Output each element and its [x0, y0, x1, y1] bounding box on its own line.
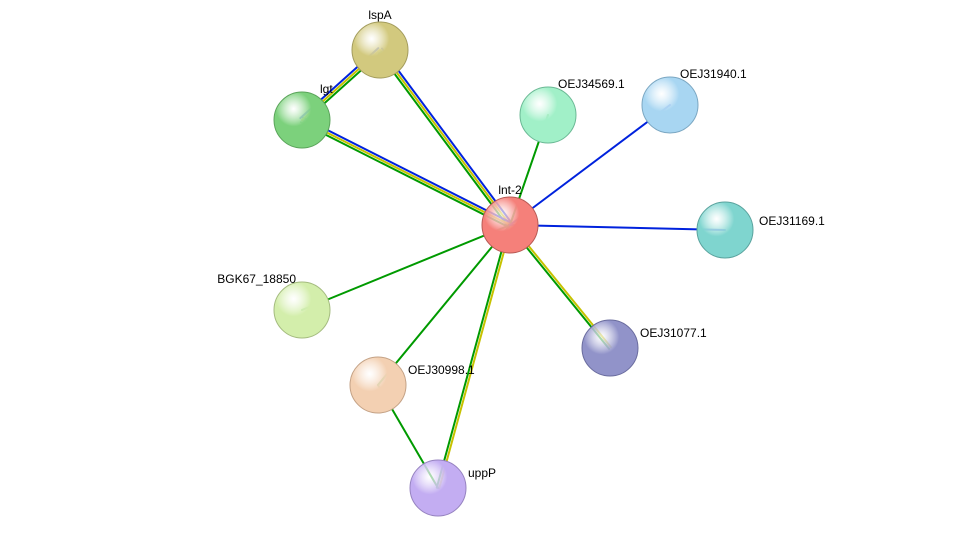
edge-lnt2-lgt: [302, 120, 510, 225]
nodes-layer: lnt-2 lspA lgt OEJ34569.1 OEJ31940.1 OEJ31169…: [217, 8, 825, 516]
node-circle-oej30998[interactable]: [350, 357, 406, 413]
edge-lnt2-uppP: [439, 225, 511, 488]
node-lgt[interactable]: lgt: [274, 82, 333, 148]
node-bgk67[interactable]: BGK67_18850: [217, 272, 330, 338]
node-circle-bgk67[interactable]: [274, 282, 330, 338]
node-label-lspA: lspA: [368, 8, 391, 22]
node-oej31077[interactable]: OEJ31077.1: [582, 320, 707, 376]
node-label-uppP: uppP: [468, 466, 496, 480]
edge-lnt2-lgt: [303, 118, 511, 223]
node-label-lnt2: lnt-2: [498, 183, 522, 197]
edge-lnt2-uppP: [437, 225, 509, 488]
node-oej34569[interactable]: OEJ34569.1: [520, 77, 625, 143]
node-label-oej31169: OEJ31169.1: [759, 214, 825, 228]
node-oej31169[interactable]: OEJ31169.1: [697, 202, 825, 258]
edge-lnt2-lgt: [301, 122, 509, 227]
edge-lnt2-lspA: [382, 49, 512, 224]
node-oej31940[interactable]: OEJ31940.1: [642, 67, 747, 133]
node-circle-lspA[interactable]: [352, 22, 408, 78]
node-circle-oej31077[interactable]: [582, 320, 638, 376]
node-label-lgt: lgt: [320, 82, 333, 96]
interaction-network: lnt-2 lspA lgt OEJ34569.1 OEJ31940.1 OEJ31169…: [0, 0, 975, 535]
node-label-oej31940: OEJ31940.1: [680, 67, 747, 81]
node-circle-uppP[interactable]: [410, 460, 466, 516]
node-label-oej34569: OEJ34569.1: [558, 77, 625, 91]
edge-lnt2-lspA: [378, 51, 508, 226]
node-label-oej31077: OEJ31077.1: [640, 326, 707, 340]
node-label-bgk67: BGK67_18850: [217, 272, 296, 286]
node-circle-lnt2[interactable]: [482, 197, 538, 253]
node-lspA[interactable]: lspA: [352, 8, 408, 78]
node-circle-oej31169[interactable]: [697, 202, 753, 258]
node-circle-oej31940[interactable]: [642, 77, 698, 133]
node-oej30998[interactable]: OEJ30998.1: [350, 357, 475, 413]
node-circle-oej34569[interactable]: [520, 87, 576, 143]
edge-lnt2-lspA: [380, 50, 510, 225]
node-label-oej30998: OEJ30998.1: [408, 363, 475, 377]
edge-lnt2-bgk67: [302, 225, 510, 310]
node-uppP[interactable]: uppP: [410, 460, 496, 516]
node-circle-lgt[interactable]: [274, 92, 330, 148]
edge-lnt2-oej31169: [510, 225, 725, 230]
